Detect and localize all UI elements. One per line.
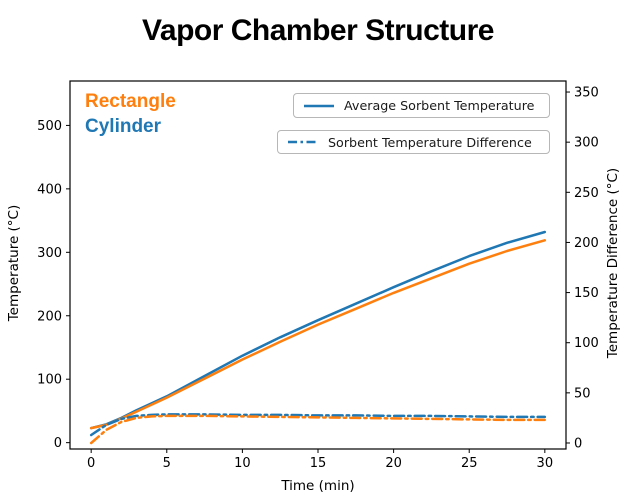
right-y-axis-label: Temperature Difference (°C) [605, 168, 621, 359]
left-y-tick-label: 400 [37, 182, 62, 197]
left-y-tick-label: 500 [37, 119, 62, 134]
right-y-tick-label: 250 [574, 186, 599, 201]
left-y-tick-label: 100 [37, 373, 62, 388]
series-line [89, 239, 547, 430]
left-y-tick-label: 0 [54, 436, 62, 451]
right-y-tick-label: 100 [574, 336, 599, 351]
x-tick-label: 0 [87, 456, 95, 471]
legend-label: Average Sorbent Temperature [344, 98, 535, 113]
series-line [89, 414, 547, 445]
x-tick-label: 15 [310, 456, 327, 471]
series-line [89, 413, 547, 437]
x-tick-label: 10 [234, 456, 251, 471]
x-tick-label: 25 [461, 456, 478, 471]
right-y-tick-label: 0 [574, 436, 582, 451]
right-y-tick-label: 350 [574, 86, 599, 101]
right-y-tick-label: 300 [574, 136, 599, 151]
left-y-axis-label: Temperature (°C) [6, 205, 22, 323]
left-y-tick-label: 300 [37, 246, 62, 261]
x-axis-label: Time (min) [280, 478, 354, 494]
x-tick-label: 30 [537, 456, 554, 471]
chart-title: Vapor Chamber Structure [142, 14, 494, 47]
right-y-tick-label: 200 [574, 236, 599, 251]
legend-label: Sorbent Temperature Difference [328, 134, 532, 150]
x-tick-label: 20 [385, 456, 402, 471]
solid-line-icon [304, 104, 334, 107]
right-y-tick-label: 150 [574, 286, 599, 301]
annotation-rectangle-label: Rectangle [85, 91, 176, 112]
x-tick-label: 5 [163, 456, 171, 471]
legend-sorbent-temperature-difference: Sorbent Temperature Difference [277, 130, 550, 154]
dashdot-line-icon [288, 140, 318, 144]
right-y-tick-label: 50 [574, 386, 591, 401]
left-y-tick-label: 200 [37, 309, 62, 324]
annotation-cylinder-label: Cylinder [85, 116, 162, 137]
legend-average-sorbent-temperature: Average Sorbent Temperature [293, 93, 550, 118]
